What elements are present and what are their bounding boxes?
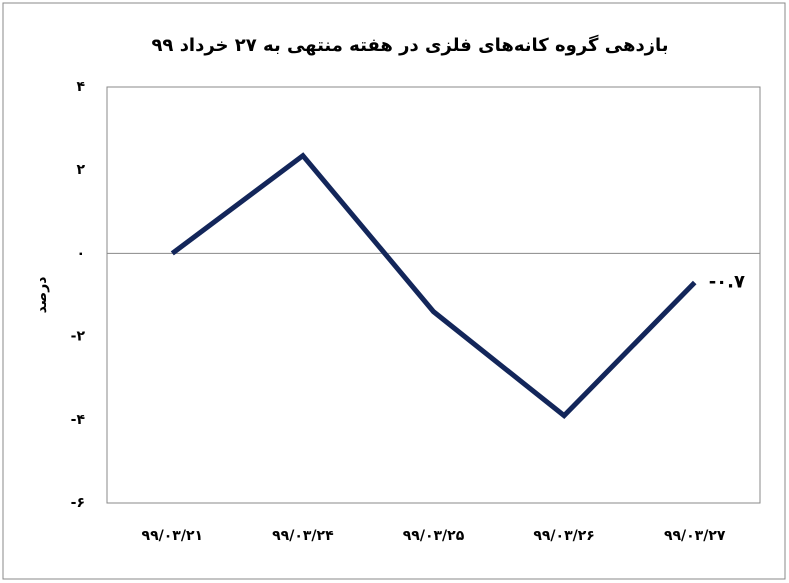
y-tick-label: -۴ <box>71 412 86 428</box>
data-line <box>170 152 697 419</box>
x-tick-label: ۹۹/۰۳/۲۵ <box>403 528 465 544</box>
data-label: -۰.۷ <box>709 272 745 293</box>
chart-title: بازدهی گروه کانه‌های فلزی در هفته منتهی … <box>151 34 668 56</box>
y-tick-label: ۲ <box>76 162 85 178</box>
x-tick-label: ۹۹/۰۳/۲۴ <box>272 528 334 544</box>
x-tick-label: ۹۹/۰۳/۲۱ <box>142 528 204 544</box>
y-tick-label: ۰ <box>76 245 85 261</box>
y-tick-label: -۶ <box>71 495 85 511</box>
x-tick-label: ۹۹/۰۳/۲۶ <box>533 528 595 544</box>
y-tick-label: ۴ <box>76 79 85 95</box>
y-tick-label: -۲ <box>71 329 86 345</box>
x-tick-label: ۹۹/۰۳/۲۷ <box>664 528 726 544</box>
y-axis-label: درصد <box>34 277 50 314</box>
plot-area <box>106 86 761 504</box>
